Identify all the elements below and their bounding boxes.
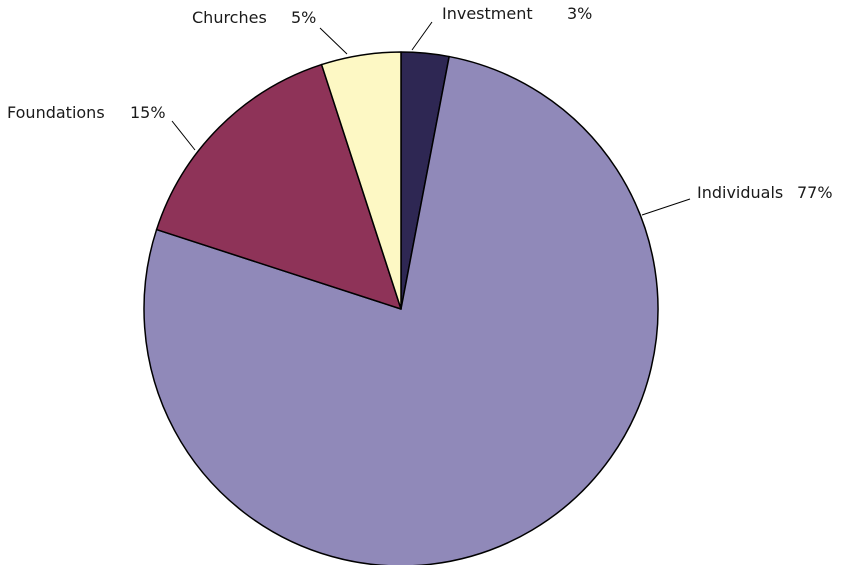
slice-foundations [155,63,402,310]
slice-churches [320,51,402,310]
slice-labels: Investment 3% Individuals 77% Foundations 15%… [7,4,833,202]
value-label-individuals: 77% [797,183,833,202]
value-label-foundations: 15% [130,103,166,122]
label-investment: Investment [442,4,533,23]
label-individuals: Individuals [697,183,783,202]
slice-individuals [143,55,659,565]
value-label-investment: 3% [567,4,592,23]
leader-line-individuals [641,198,691,216]
leader-line-churches [319,27,348,55]
leader-line-foundations [171,120,196,151]
label-churches: Churches [192,8,267,27]
label-foundations: Foundations [7,103,105,122]
pie-slices [143,51,659,565]
value-label-churches: 5% [291,8,316,27]
leader-lines [171,21,691,216]
leader-line-investment [411,21,433,51]
